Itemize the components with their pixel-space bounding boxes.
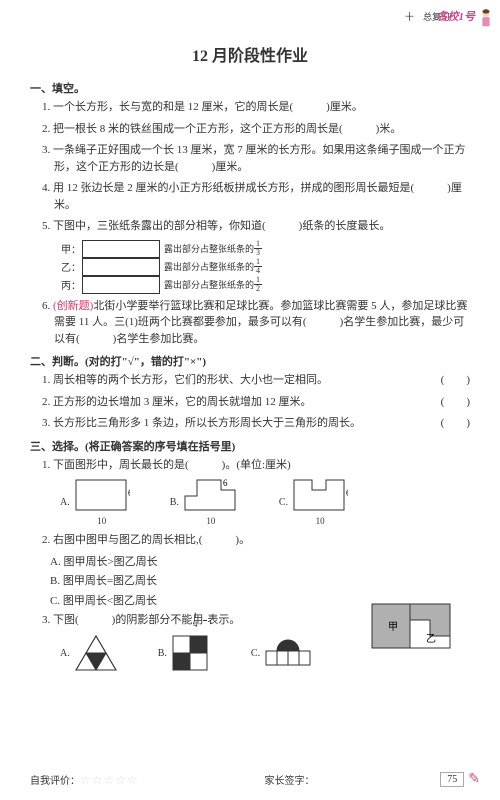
q5-frac-1: 14 (254, 258, 262, 275)
q1-5: 5. 下图中，三张纸条露出的部分相等，你知道( )纸条的长度最长。 (42, 218, 470, 235)
self-eval-label: 自我评价： (30, 776, 80, 787)
doll-icon (477, 8, 495, 30)
stars-icon: ☆☆☆☆☆ (80, 773, 139, 787)
q5-frac-0: 13 (254, 240, 262, 257)
q6-num: 6. (42, 300, 53, 312)
shape-b-icon: 6 (183, 478, 239, 516)
q1-2: 2. 把一根长 8 米的铁丝围成一个正方形，这个正方形的周长是( )米。 (42, 121, 470, 138)
svg-text:6: 6 (223, 478, 228, 488)
q1-4: 4. 用 12 张边长是 2 厘米的小正方形纸板拼成长方形，拼成的图形周长最短是… (42, 180, 470, 213)
shape3-c-icon (264, 637, 314, 669)
q5-label-0: 甲： (60, 241, 82, 256)
q5-rect-1 (82, 258, 160, 276)
opt-b: B. 6 10 (170, 478, 239, 526)
q5-diagram: 甲： 露出部分占整张纸条的 13 乙： 露出部分占整张纸条的 14 丙： 露出部… (60, 240, 470, 294)
svg-text:乙: 乙 (426, 633, 436, 645)
q1-1: 1. 一个长方形，长与宽的和是 12 厘米，它的周长是( )厘米。 (42, 99, 470, 116)
page-number: 75 (440, 772, 464, 787)
q3-2-diagram: 甲 乙 (370, 602, 455, 652)
q3-1: 1. 下面图形中，周长最长的是( )。(单位:厘米) (42, 457, 470, 474)
section-3-head: 三、选择。(将正确答案的序号填在括号里) (30, 438, 470, 454)
q5-rect-0 (82, 240, 160, 258)
shape-a-icon: 6 (74, 478, 130, 516)
opt3-c: C. (251, 637, 314, 669)
q3-2b: B. 图甲周长=图乙周长 (50, 573, 470, 590)
q2-2: 2. 正方形的边长增加 3 厘米，它的周长就增加 12 厘米。( ) (42, 394, 470, 411)
q5-rect-2 (82, 276, 160, 294)
q1-6: 6. (创新题)北街小学要举行篮球比赛和足球比赛。参加篮球比赛需要 5 人，参加… (42, 298, 470, 348)
section-1-head: 一、填空。 (30, 80, 470, 96)
q2-1: 1. 周长相等的两个长方形，它们的形状、大小也一定相同。( ) (42, 372, 470, 389)
q5-desc-1: 露出部分占整张纸条的 (164, 260, 254, 273)
shape-c-icon: 6 (292, 478, 348, 516)
q5-frac-2: 12 (254, 276, 262, 293)
footer: 自我评价：☆☆☆☆☆ 家长签字： 75 ✎ (30, 771, 480, 788)
svg-text:甲: 甲 (388, 622, 398, 633)
section-2-head: 二、判断。(对的打"√"，错的打"×") (30, 353, 470, 369)
opt3-b: B. (158, 634, 211, 672)
pencil-icon: ✎ (468, 771, 480, 788)
q5-desc-0: 露出部分占整张纸条的 (164, 242, 254, 255)
q6-body: 北街小学要举行篮球比赛和足球比赛。参加篮球比赛需要 5 人，参加足球比赛需要 1… (54, 300, 467, 345)
q5-label-1: 乙： (60, 259, 82, 274)
q5-desc-2: 露出部分占整张纸条的 (164, 278, 254, 291)
q3-2a: A. 图甲周长>图乙周长 (50, 554, 470, 571)
q5-label-2: 丙： (60, 277, 82, 292)
parent-sign-label: 家长签字： (265, 772, 315, 787)
shape-c-w: 10 (316, 516, 325, 526)
shape-a-w: 10 (97, 516, 106, 526)
q3-2: 2. 右图中图甲与图乙的周长相比,( )。 (42, 532, 470, 549)
q1-3: 3. 一条绳子正好围成一个长 13 厘米，宽 7 厘米的长方形。如果用这条绳子围… (42, 142, 470, 175)
shape3-b-icon (171, 634, 211, 672)
shape3-a-icon (74, 634, 118, 672)
q3-1-options: A. 6 10 B. 6 10 C. 6 10 (60, 478, 470, 526)
opt3-a: A. (60, 634, 118, 672)
opt-c: C. 6 10 (279, 478, 348, 526)
q6-tag: (创新题) (53, 300, 93, 312)
q2-3: 3. 长方形比三角形多 1 条边，所以长方形周长大于三角形的周长。( ) (42, 415, 470, 432)
svg-text:6: 6 (128, 488, 130, 498)
opt-a: A. 6 10 (60, 478, 130, 526)
svg-text:6: 6 (346, 488, 348, 498)
brand-logo: 名校1号 (437, 8, 476, 24)
page-title: 12 月阶段性作业 (30, 42, 470, 66)
shape-b-w: 10 (206, 516, 215, 526)
